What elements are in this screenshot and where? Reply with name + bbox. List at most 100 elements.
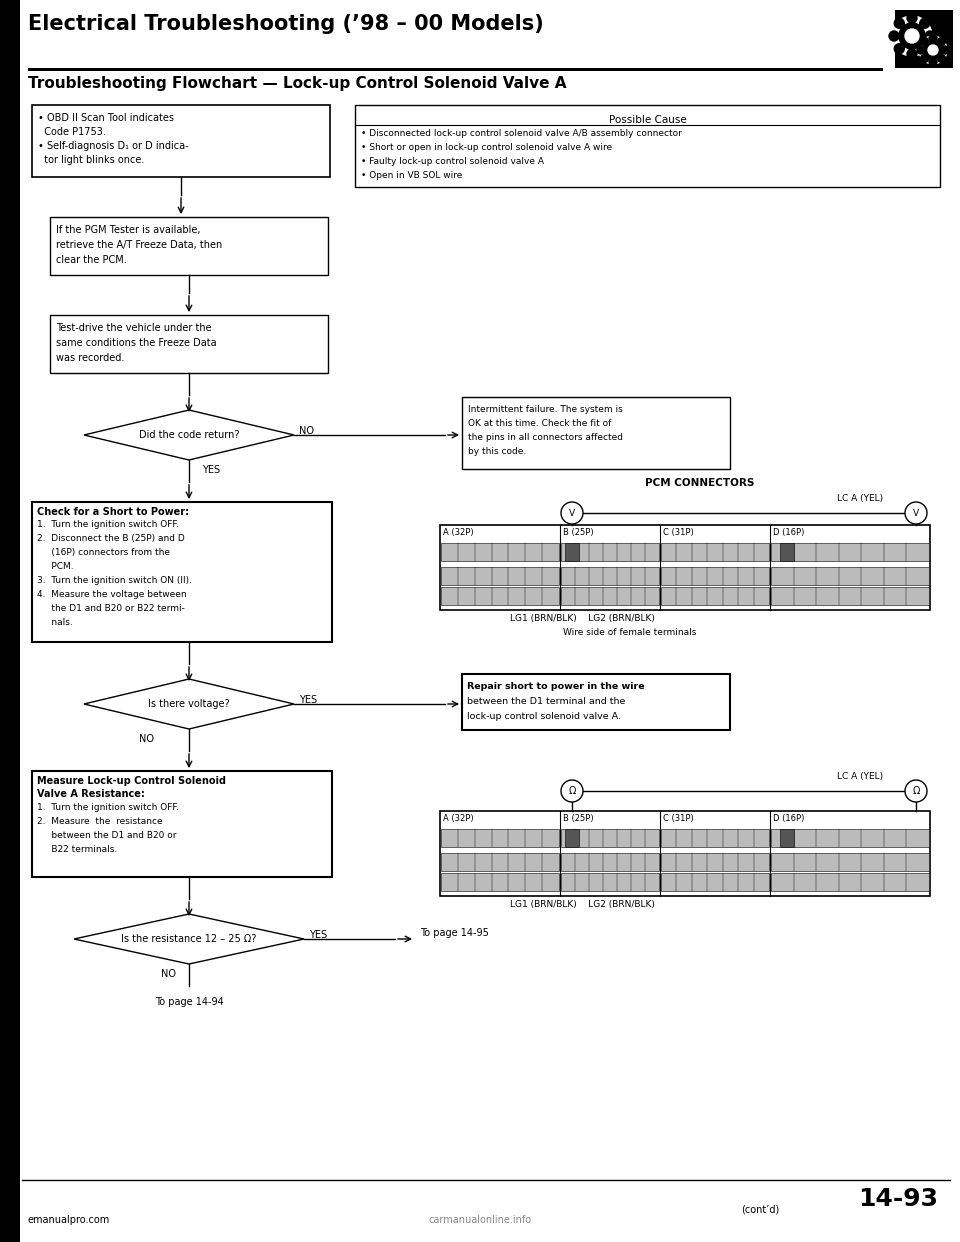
Bar [441,587,559,605]
Text: D (16P): D (16P) [773,528,804,537]
Text: PCM.: PCM. [37,561,74,571]
Text: 3.  Turn the ignition switch ON (II).: 3. Turn the ignition switch ON (II). [37,576,192,585]
Circle shape [561,502,583,524]
Circle shape [899,24,925,48]
Text: carmanualonline.info: carmanualonline.info [428,1215,532,1225]
Circle shape [929,34,937,42]
Text: Possible Cause: Possible Cause [609,116,686,125]
Text: between the D1 terminal and the: between the D1 terminal and the [467,697,625,705]
Bar [561,543,659,561]
Text: retrieve the A/T Freeze Data, then: retrieve the A/T Freeze Data, then [56,240,223,250]
Text: NO: NO [139,734,155,744]
Bar [441,568,559,585]
Circle shape [561,780,583,802]
Text: • Open in VB SOL wire: • Open in VB SOL wire [361,171,463,180]
Text: Valve A Resistance:: Valve A Resistance: [37,789,145,799]
Circle shape [924,41,942,60]
Text: 1.  Turn the ignition switch OFF.: 1. Turn the ignition switch OFF. [37,520,179,529]
Polygon shape [74,914,304,964]
Bar [32,502,332,642]
Text: To page 14-94: To page 14-94 [155,997,224,1007]
Text: Ω: Ω [912,786,920,796]
Text: B (25P): B (25P) [563,814,593,823]
Text: 1.  Turn the ignition switch OFF.: 1. Turn the ignition switch OFF. [37,804,179,812]
Circle shape [925,31,935,41]
Text: Is the resistance 12 – 25 Ω?: Is the resistance 12 – 25 Ω? [121,934,256,944]
Text: 4.  Measure the voltage between: 4. Measure the voltage between [37,590,186,599]
Bar [32,771,332,877]
Circle shape [907,12,917,24]
Circle shape [929,58,937,66]
Bar [561,873,659,891]
Circle shape [907,48,917,60]
Circle shape [928,45,938,55]
Text: YES: YES [299,696,317,705]
Bar [661,543,769,561]
Circle shape [941,46,949,53]
Text: NO: NO [299,426,314,436]
Circle shape [895,43,904,53]
Bar [561,853,659,871]
Text: V: V [913,508,919,518]
Text: Repair short to power in the wire: Repair short to power in the wire [467,682,644,691]
Bar [780,543,794,561]
Text: • Short or open in lock-up control solenoid valve A wire: • Short or open in lock-up control solen… [361,143,612,152]
Text: LC A (YEL): LC A (YEL) [837,773,883,781]
Bar [661,587,769,605]
Bar [561,587,659,605]
Bar [32,106,330,178]
Text: To page 14-95: To page 14-95 [420,928,489,938]
Text: Test-drive the vehicle under the: Test-drive the vehicle under the [56,323,211,333]
Text: D (16P): D (16P) [773,814,804,823]
Bar [441,853,559,871]
Text: C (31P): C (31P) [663,814,694,823]
Bar [895,10,953,68]
Circle shape [921,55,928,62]
Text: Is there voltage?: Is there voltage? [148,699,229,709]
Text: LG1 (BRN/BLK)    LG2 (BRN/BLK): LG1 (BRN/BLK) LG2 (BRN/BLK) [510,614,655,623]
Bar [771,543,929,561]
Text: Ω: Ω [568,786,576,796]
Text: B (25P): B (25P) [563,528,593,537]
Text: Code P1753.: Code P1753. [38,127,106,137]
Text: • Disconnected lock-up control solenoid valve A/B assembly connector: • Disconnected lock-up control solenoid … [361,129,682,138]
Bar [441,543,559,561]
Text: NO: NO [161,969,177,979]
Bar [661,853,769,871]
Bar [0,0,20,1242]
Circle shape [889,31,899,41]
Circle shape [920,43,929,53]
Bar [462,397,730,469]
Circle shape [895,19,904,29]
Circle shape [892,16,932,56]
Text: A (32P): A (32P) [443,814,473,823]
Text: 2.  Disconnect the B (25P) and D: 2. Disconnect the B (25P) and D [37,534,184,543]
Text: was recorded.: was recorded. [56,353,125,363]
Text: Intermittent failure. The system is: Intermittent failure. The system is [468,405,623,414]
Bar [565,543,579,561]
Text: Troubleshooting Flowchart — Lock-up Control Solenoid Valve A: Troubleshooting Flowchart — Lock-up Cont… [28,76,566,91]
Text: the pins in all connectors affected: the pins in all connectors affected [468,433,623,442]
Text: Measure Lock-up Control Solenoid: Measure Lock-up Control Solenoid [37,776,226,786]
Circle shape [938,37,946,46]
Text: Did the code return?: Did the code return? [139,430,239,440]
Bar [355,106,940,188]
Text: • OBD II Scan Tool indicates: • OBD II Scan Tool indicates [38,113,174,123]
Text: Check for a Short to Power:: Check for a Short to Power: [37,507,189,517]
Text: B22 terminals.: B22 terminals. [37,845,117,854]
Polygon shape [84,410,294,460]
Bar [440,525,930,610]
Text: 2.  Measure  the  resistance: 2. Measure the resistance [37,817,162,826]
Text: (16P) connectors from the: (16P) connectors from the [37,548,170,556]
Text: YES: YES [202,465,220,474]
Circle shape [905,780,927,802]
Text: LC A (YEL): LC A (YEL) [837,494,883,503]
Text: YES: YES [309,930,327,940]
Text: If the PGM Tester is available,: If the PGM Tester is available, [56,225,201,235]
Circle shape [921,37,928,46]
Text: emanualpro.com: emanualpro.com [28,1215,110,1225]
Text: nals.: nals. [37,619,73,627]
Text: C (31P): C (31P) [663,528,694,537]
Bar [771,853,929,871]
Text: lock-up control solenoid valve A.: lock-up control solenoid valve A. [467,712,621,722]
